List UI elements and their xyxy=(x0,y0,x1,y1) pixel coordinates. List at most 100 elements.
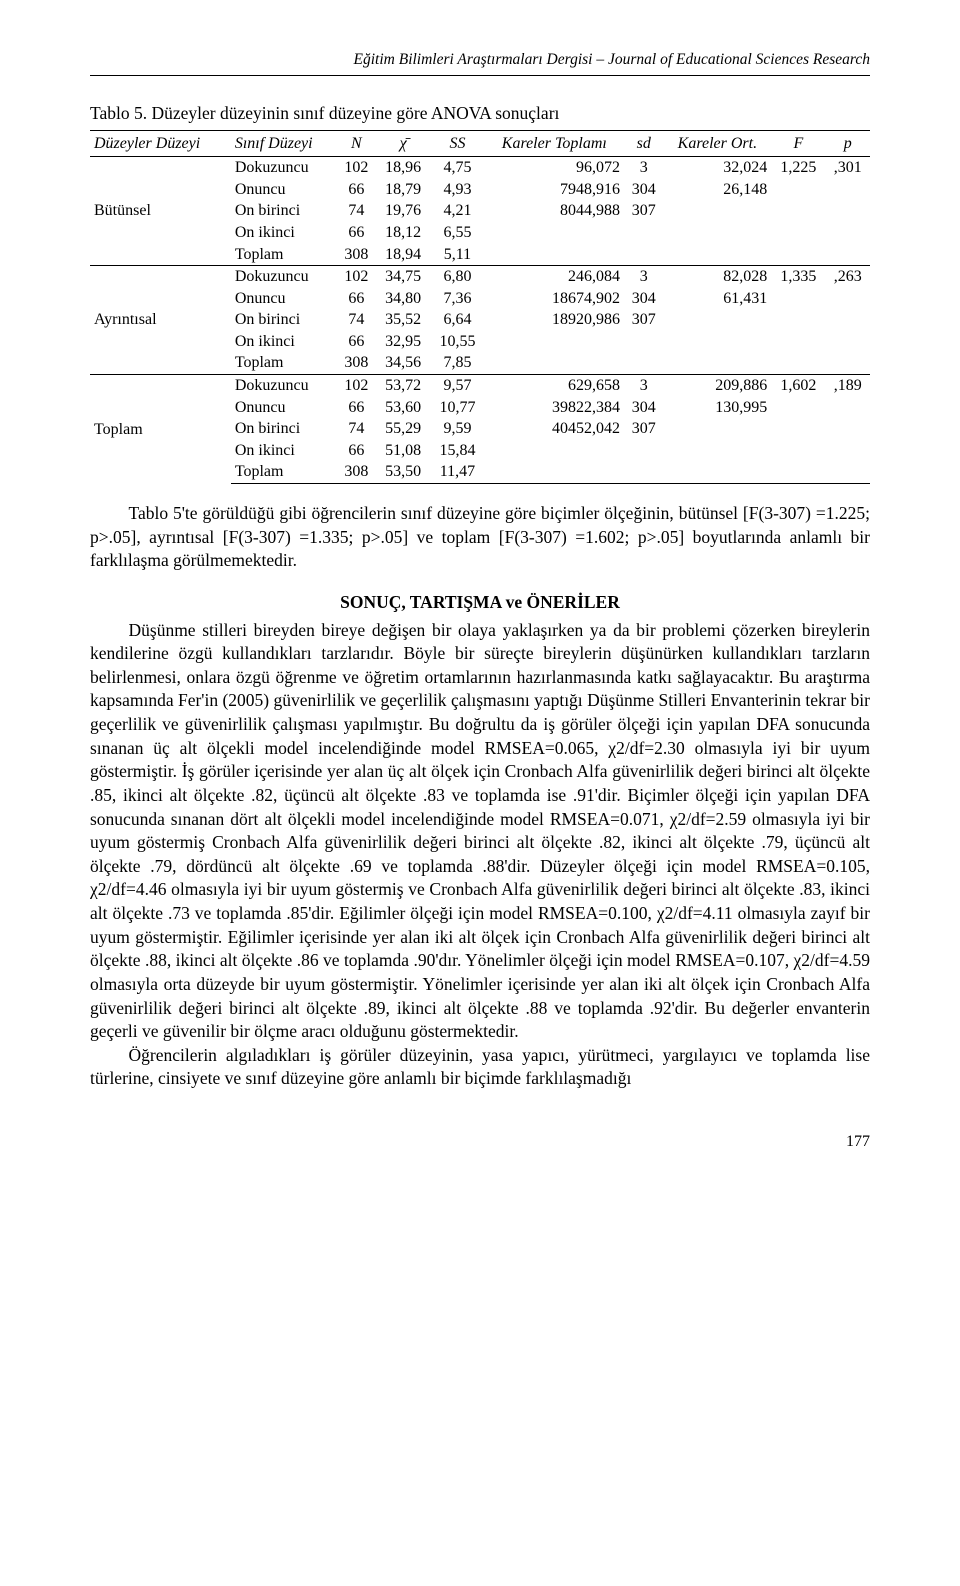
table-cell: On ikinci xyxy=(231,331,337,353)
table-cell xyxy=(826,179,870,201)
table-cell: 4,75 xyxy=(430,157,484,179)
col-kt: Kareler Toplamı xyxy=(485,130,624,157)
table-cell: On birinci xyxy=(231,309,337,331)
table-cell xyxy=(485,461,624,483)
table-cell xyxy=(485,352,624,374)
table-cell: 18,79 xyxy=(376,179,430,201)
table-cell: 34,80 xyxy=(376,288,430,310)
table-cell: 11,47 xyxy=(430,461,484,483)
table-cell xyxy=(485,331,624,353)
table-cell: 307 xyxy=(624,309,663,331)
table-cell: 96,072 xyxy=(485,157,624,179)
running-head-right: Journal of Educational Sciences Research xyxy=(608,51,870,68)
table-cell: 66 xyxy=(337,179,376,201)
table-cell xyxy=(663,222,771,244)
table-cell: 308 xyxy=(337,461,376,483)
table-cell: 18,96 xyxy=(376,157,430,179)
table-cell: 102 xyxy=(337,157,376,179)
table-cell: 9,59 xyxy=(430,418,484,440)
table-cell: 66 xyxy=(337,222,376,244)
table-cell: ,301 xyxy=(826,157,870,179)
table-cell xyxy=(624,440,663,462)
table-cell: Onuncu xyxy=(231,179,337,201)
table-cell: 209,886 xyxy=(663,375,771,397)
table-cell: 34,75 xyxy=(376,266,430,288)
table-cell xyxy=(826,461,870,483)
table-cell xyxy=(826,200,870,222)
table-cell: 5,11 xyxy=(430,244,484,266)
page: Eğitim Bilimleri Araştırmaları Dergisi –… xyxy=(0,0,960,1213)
table-cell: 66 xyxy=(337,331,376,353)
table-cell: 3 xyxy=(624,157,663,179)
table-cell: ,263 xyxy=(826,266,870,288)
table-cell: Onuncu xyxy=(231,397,337,419)
table-cell: 82,028 xyxy=(663,266,771,288)
running-head-left: Eğitim Bilimleri Araştırmaları Dergisi xyxy=(354,51,593,68)
table-cell xyxy=(826,244,870,266)
table-cell xyxy=(771,418,825,440)
table-cell xyxy=(663,352,771,374)
table-cell: 39822,384 xyxy=(485,397,624,419)
running-head-rule xyxy=(90,75,870,76)
table-row: ToplamDokuzuncu10253,729,57629,6583209,8… xyxy=(90,375,870,397)
table-cell: 4,93 xyxy=(430,179,484,201)
table-cell: 74 xyxy=(337,418,376,440)
table-cell: 55,29 xyxy=(376,418,430,440)
group-label: Toplam xyxy=(90,375,231,484)
table-body: BütünselDokuzuncu10218,964,7596,072332,0… xyxy=(90,157,870,484)
table-cell xyxy=(663,244,771,266)
table-cell: 304 xyxy=(624,288,663,310)
table-cell: 40452,042 xyxy=(485,418,624,440)
anova-table: Düzeyler Düzeyi Sınıf Düzeyi N χ̄ SS Kar… xyxy=(90,130,870,485)
table-cell: Toplam xyxy=(231,461,337,483)
table-cell: 10,55 xyxy=(430,331,484,353)
table-cell: 8044,988 xyxy=(485,200,624,222)
running-head: Eğitim Bilimleri Araştırmaları Dergisi –… xyxy=(90,50,870,71)
table-cell xyxy=(771,352,825,374)
table-cell xyxy=(771,222,825,244)
table-cell: 9,57 xyxy=(430,375,484,397)
table-cell: 6,55 xyxy=(430,222,484,244)
table-cell: Dokuzuncu xyxy=(231,266,337,288)
running-head-sep: – xyxy=(593,51,609,68)
table-cell xyxy=(663,440,771,462)
col-ko: Kareler Ort. xyxy=(663,130,771,157)
table-cell xyxy=(624,352,663,374)
table-cell xyxy=(485,244,624,266)
group-label: Ayrıntısal xyxy=(90,266,231,375)
table-cell: 629,658 xyxy=(485,375,624,397)
section-title: SONUÇ, TARTIŞMA ve ÖNERİLER xyxy=(90,591,870,615)
table-cell xyxy=(826,309,870,331)
table-cell: 51,08 xyxy=(376,440,430,462)
table-cell: 102 xyxy=(337,375,376,397)
table-cell: 3 xyxy=(624,375,663,397)
table-cell xyxy=(771,461,825,483)
table-cell: 34,56 xyxy=(376,352,430,374)
table-cell: 61,431 xyxy=(663,288,771,310)
table-cell: 102 xyxy=(337,266,376,288)
table-row: BütünselDokuzuncu10218,964,7596,072332,0… xyxy=(90,157,870,179)
table-cell: 1,225 xyxy=(771,157,825,179)
table-cell: 74 xyxy=(337,200,376,222)
table-cell: 53,60 xyxy=(376,397,430,419)
table-cell: 1,335 xyxy=(771,266,825,288)
table-caption: Tablo 5. Düzeyler düzeyinin sınıf düzeyi… xyxy=(90,102,870,126)
table-cell: 32,95 xyxy=(376,331,430,353)
table-cell: On birinci xyxy=(231,200,337,222)
table-header-row: Düzeyler Düzeyi Sınıf Düzeyi N χ̄ SS Kar… xyxy=(90,130,870,157)
table-cell xyxy=(771,179,825,201)
table-row: AyrıntısalDokuzuncu10234,756,80246,08438… xyxy=(90,266,870,288)
table-cell: 10,77 xyxy=(430,397,484,419)
table-cell: Toplam xyxy=(231,352,337,374)
table-cell: 74 xyxy=(337,309,376,331)
table-cell: 307 xyxy=(624,418,663,440)
table-cell xyxy=(624,244,663,266)
table-cell xyxy=(771,309,825,331)
table-cell: 130,995 xyxy=(663,397,771,419)
table-cell: 18,94 xyxy=(376,244,430,266)
table-cell xyxy=(663,309,771,331)
table-cell: 53,50 xyxy=(376,461,430,483)
table-cell: 7,36 xyxy=(430,288,484,310)
paragraph-3: Öğrencilerin algıladıkları iş görüler dü… xyxy=(90,1044,870,1091)
table-cell xyxy=(826,331,870,353)
